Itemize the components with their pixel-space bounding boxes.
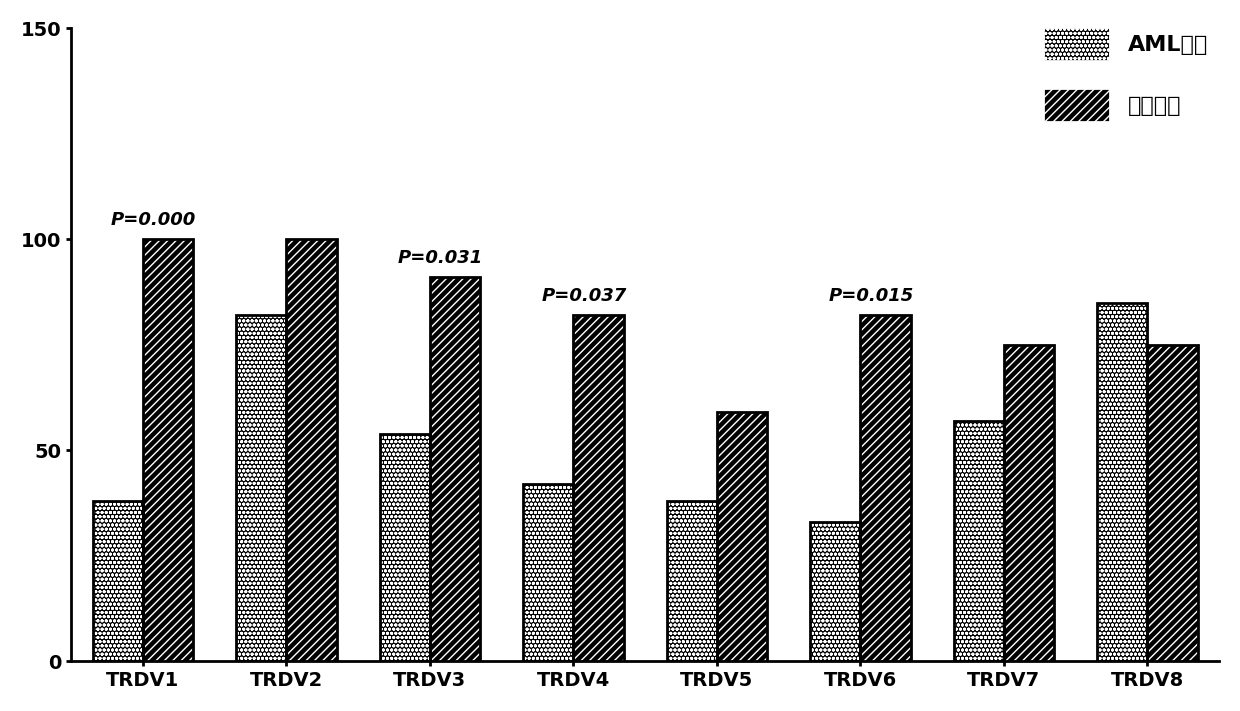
Bar xyxy=(93,501,143,661)
Bar xyxy=(667,501,717,661)
Bar xyxy=(717,412,768,661)
Bar xyxy=(1004,345,1054,661)
Bar xyxy=(1097,303,1147,661)
Text: P=0.000: P=0.000 xyxy=(110,211,196,229)
Bar xyxy=(379,434,430,661)
Bar xyxy=(236,316,286,661)
Bar xyxy=(143,240,193,661)
Text: P=0.037: P=0.037 xyxy=(541,287,626,305)
Bar xyxy=(954,421,1004,661)
Bar xyxy=(717,412,768,661)
Bar xyxy=(379,434,430,661)
Bar xyxy=(861,316,910,661)
Bar xyxy=(143,240,193,661)
Bar xyxy=(1097,303,1147,661)
Bar xyxy=(430,277,480,661)
Bar xyxy=(573,316,624,661)
Bar xyxy=(1147,345,1198,661)
Bar xyxy=(861,316,910,661)
Bar xyxy=(573,316,624,661)
Bar xyxy=(523,484,573,661)
Bar xyxy=(523,484,573,661)
Text: P=0.015: P=0.015 xyxy=(828,287,914,305)
Bar xyxy=(810,522,861,661)
Bar xyxy=(810,522,861,661)
Bar xyxy=(954,421,1004,661)
Bar xyxy=(93,501,143,661)
Bar xyxy=(667,501,717,661)
Bar xyxy=(286,240,336,661)
Bar xyxy=(1147,345,1198,661)
Bar xyxy=(236,316,286,661)
Legend: AML患者, 健康对照: AML患者, 健康对照 xyxy=(1043,27,1208,122)
Bar xyxy=(1004,345,1054,661)
Bar xyxy=(430,277,480,661)
Bar xyxy=(286,240,336,661)
Text: P=0.031: P=0.031 xyxy=(398,249,482,267)
